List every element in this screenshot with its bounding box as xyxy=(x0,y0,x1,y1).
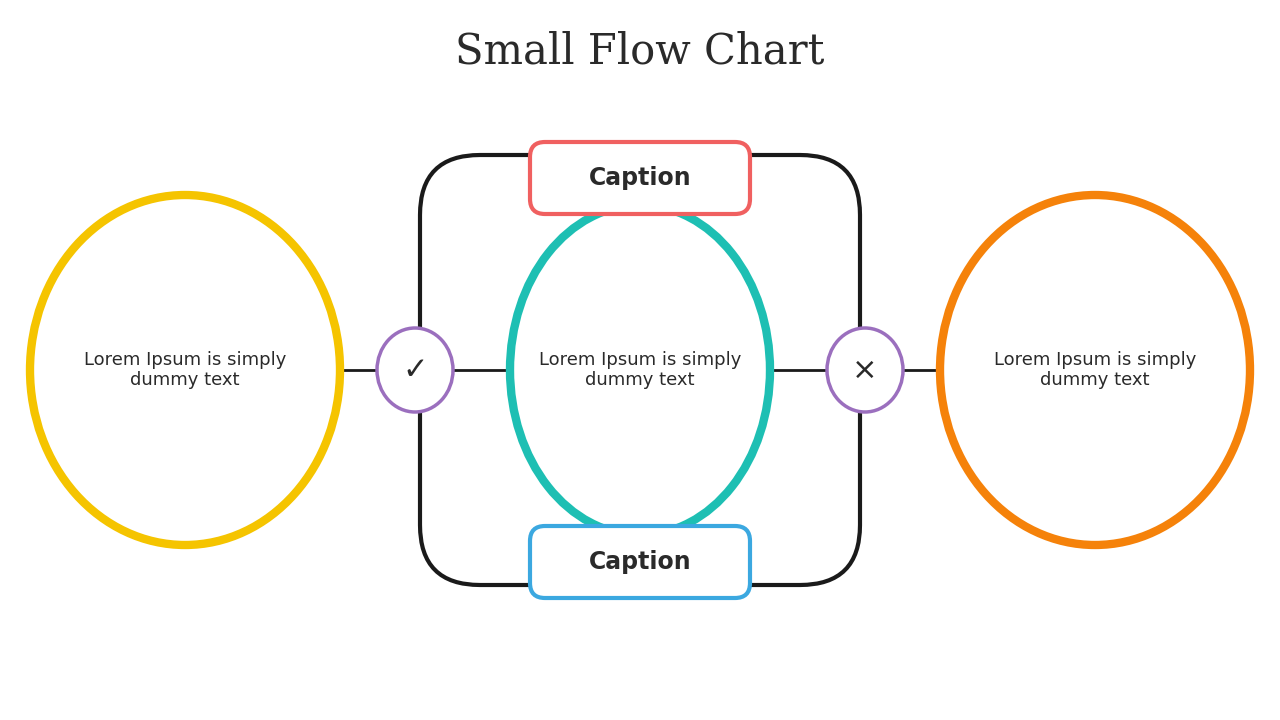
Text: Lorem Ipsum is simply
dummy text: Lorem Ipsum is simply dummy text xyxy=(83,351,287,390)
Ellipse shape xyxy=(378,328,453,412)
FancyBboxPatch shape xyxy=(530,526,750,598)
Text: Lorem Ipsum is simply
dummy text: Lorem Ipsum is simply dummy text xyxy=(539,351,741,390)
Text: Caption: Caption xyxy=(589,166,691,190)
Text: Small Flow Chart: Small Flow Chart xyxy=(456,31,824,73)
Text: Caption: Caption xyxy=(589,550,691,574)
Ellipse shape xyxy=(827,328,902,412)
Text: ✓: ✓ xyxy=(402,356,428,384)
Text: Lorem Ipsum is simply
dummy text: Lorem Ipsum is simply dummy text xyxy=(993,351,1197,390)
Text: ×: × xyxy=(852,356,878,384)
FancyBboxPatch shape xyxy=(530,142,750,214)
